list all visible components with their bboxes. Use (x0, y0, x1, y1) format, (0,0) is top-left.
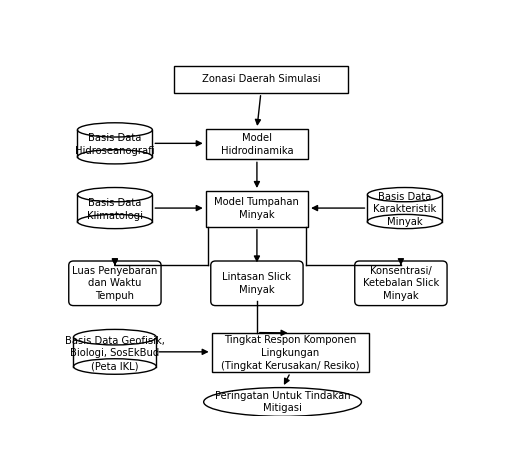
Bar (367, 195, 442, 221)
Ellipse shape (77, 150, 152, 164)
Ellipse shape (77, 123, 152, 137)
Bar (206, 191, 308, 227)
Bar (174, 66, 348, 93)
Text: Model Tumpahan
Minyak: Model Tumpahan Minyak (214, 198, 299, 220)
Text: Luas Penyebaran
dan Waktu
Tempuh: Luas Penyebaran dan Waktu Tempuh (72, 266, 158, 301)
FancyBboxPatch shape (69, 261, 161, 305)
Text: Basis Data
Klimatologi: Basis Data Klimatologi (87, 198, 143, 221)
Ellipse shape (73, 329, 156, 345)
FancyBboxPatch shape (211, 261, 303, 305)
Ellipse shape (73, 359, 156, 374)
Text: Peringatan Untuk Tindakan
Mitigasi: Peringatan Untuk Tindakan Mitigasi (215, 390, 350, 413)
Text: Zonasi Daerah Simulasi: Zonasi Daerah Simulasi (202, 74, 320, 85)
FancyBboxPatch shape (355, 261, 447, 305)
Text: Basis Data
Karakteristik
Minyak: Basis Data Karakteristik Minyak (373, 191, 437, 227)
Bar (77, 195, 152, 221)
Ellipse shape (204, 388, 361, 417)
Text: Basis Data Geofisik,
Biologi, SosEkBud
(Peta IKL): Basis Data Geofisik, Biologi, SosEkBud (… (65, 335, 165, 371)
Ellipse shape (367, 188, 442, 202)
Text: Tingkat Respon Komponen
Lingkungan
(Tingkat Kerusakan/ Resiko): Tingkat Respon Komponen Lingkungan (Ting… (221, 335, 360, 370)
Text: Konsentrasi/
Ketebalan Slick
Minyak: Konsentrasi/ Ketebalan Slick Minyak (363, 266, 439, 301)
Bar (77, 130, 152, 157)
Text: Lintasan Slick
Minyak: Lintasan Slick Minyak (222, 272, 291, 295)
Ellipse shape (77, 214, 152, 229)
Ellipse shape (367, 214, 442, 229)
Ellipse shape (77, 188, 152, 202)
Text: Basis Data
Hidroseanografi: Basis Data Hidroseanografi (75, 133, 155, 156)
Bar (212, 333, 370, 373)
Bar (206, 129, 308, 159)
Bar (73, 337, 156, 367)
Text: Model
Hidrodinamika: Model Hidrodinamika (220, 133, 293, 156)
